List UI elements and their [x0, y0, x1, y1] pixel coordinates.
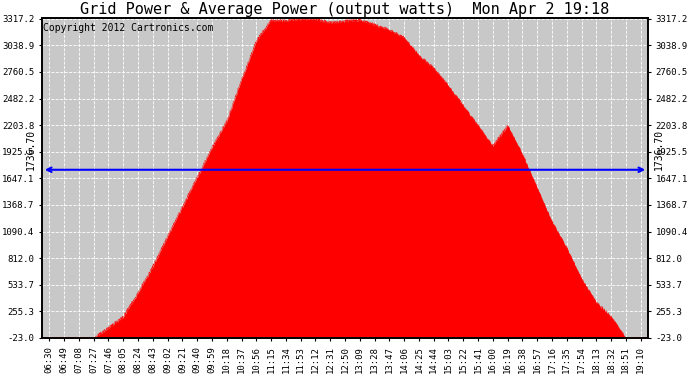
- Text: 1736.70: 1736.70: [654, 129, 664, 170]
- Text: 1736.70: 1736.70: [26, 129, 36, 170]
- Text: Copyright 2012 Cartronics.com: Copyright 2012 Cartronics.com: [43, 23, 214, 33]
- Title: Grid Power & Average Power (output watts)  Mon Apr 2 19:18: Grid Power & Average Power (output watts…: [80, 2, 610, 17]
